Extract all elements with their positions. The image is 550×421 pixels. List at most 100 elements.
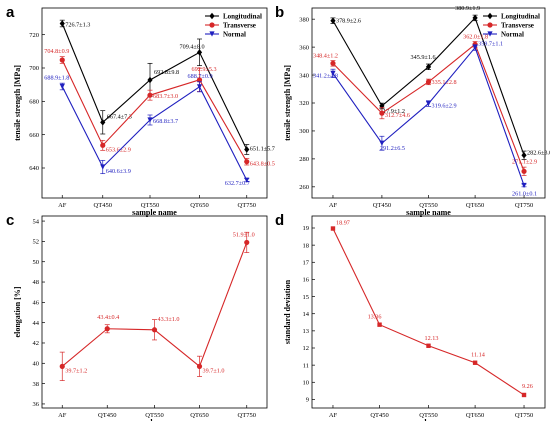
marker-diamond <box>472 14 478 22</box>
y-tick-label: 700 <box>29 65 39 72</box>
marker-triangle <box>521 182 527 189</box>
y-tick-label: 340 <box>299 72 309 79</box>
marker-circle <box>425 79 432 85</box>
y-tick-label: 19 <box>303 225 310 232</box>
y-tick-label: 640 <box>29 165 39 172</box>
y-tick-label: 720 <box>29 32 39 39</box>
data-label: 18.97 <box>336 220 350 227</box>
x-tick-label: AF <box>329 412 338 419</box>
plot-frame <box>41 215 268 409</box>
marker-circle <box>209 22 215 28</box>
x-tick-label: QT650 <box>466 412 484 419</box>
marker-square <box>377 322 382 327</box>
y-tick-label: 680 <box>29 99 39 106</box>
series-line-main <box>332 228 525 396</box>
marker-triangle <box>100 164 106 170</box>
marker-triangle <box>472 44 478 51</box>
data-label: 692.8±9.8 <box>154 69 179 76</box>
y-tick-label: 16 <box>303 277 310 284</box>
marker-circle <box>196 363 203 369</box>
marker-circle <box>147 92 153 98</box>
y-tick-label: 36 <box>33 401 40 408</box>
marker-triangle <box>196 84 203 90</box>
marker-triangle <box>59 83 65 90</box>
panel-c: c 36 38 40 42 44 46 48 50 52 54 AF QT450 QT550 QT650 QT… <box>6 212 268 421</box>
data-label: 317.9±1.2 <box>380 108 405 115</box>
data-label: 11.14 <box>471 352 485 359</box>
y-tick-label: 44 <box>33 320 40 327</box>
data-label: 312.7±4.6 <box>385 112 410 119</box>
x-axis-title: sample name <box>406 418 451 421</box>
y-tick-label: 660 <box>29 132 39 139</box>
x-tick-label: QT650 <box>190 202 208 209</box>
data-label: 726.7±1.3 <box>65 22 90 29</box>
series-line-transverse <box>332 43 525 172</box>
x-tick-label: AF <box>58 412 67 419</box>
marker-diamond <box>487 12 493 20</box>
y-tick-label: 320 <box>299 100 309 107</box>
y-tick-label: 15 <box>303 294 310 301</box>
marker-circle <box>104 326 110 332</box>
marker-triangle <box>330 70 336 76</box>
data-label: 653.6±2.9 <box>106 146 131 153</box>
data-label: 43.3±1.0 <box>158 316 180 323</box>
series-line-main <box>61 242 248 368</box>
legend-label: Transverse <box>223 22 256 30</box>
data-label: 359.7±1.1 <box>478 41 503 48</box>
y-tick-label: 40 <box>33 361 40 368</box>
marker-diamond <box>379 102 385 110</box>
y-tick-label: 380 <box>299 16 309 23</box>
panel-letter-b: b <box>275 4 284 21</box>
marker-triangle <box>425 100 432 107</box>
x-tick-label: QT750 <box>515 412 533 419</box>
data-label: 282.6±3.0 <box>527 149 550 156</box>
series-line-normal <box>61 86 248 181</box>
y-tick-label: 38 <box>33 381 40 388</box>
x-axis-title: sample name <box>406 208 451 217</box>
marker-diamond <box>425 63 432 71</box>
data-label: 345.9±1.6 <box>411 54 436 61</box>
marker-triangle <box>379 140 385 146</box>
marker-circle <box>379 110 385 116</box>
marker-circle <box>151 327 158 333</box>
data-label: 9.26 <box>522 383 533 390</box>
marker-diamond <box>147 76 153 84</box>
marker-circle <box>59 57 65 63</box>
marker-circle <box>244 239 250 246</box>
marker-circle <box>521 168 527 174</box>
panel-b: b 260 280 300 320 340 360 380 AF QT450 QT550 QT650 Q… <box>275 4 550 217</box>
y-tick-label: 280 <box>299 156 309 163</box>
data-label: 335.1±2.8 <box>432 79 457 86</box>
marker-square <box>330 226 336 231</box>
data-label: 271.1±2.9 <box>512 158 537 165</box>
data-label: 704.8±0.9 <box>44 48 69 55</box>
data-label: 692.9±5.3 <box>192 66 217 73</box>
data-label: 341.2±4.8 <box>313 72 338 79</box>
data-label: 688.7±0.9 <box>188 73 213 80</box>
data-label: 43.4±0.4 <box>97 314 119 321</box>
legend-label: Normal <box>223 31 246 39</box>
data-label: 651.1±5.7 <box>250 146 275 153</box>
series-line-longitudinal <box>61 23 248 150</box>
marker-circle <box>330 60 336 66</box>
data-label: 261.0±0.1 <box>512 190 537 197</box>
x-tick-label: QT550 <box>419 202 437 209</box>
y-tick-label: 11 <box>303 362 309 369</box>
x-axis-title: sample name <box>132 208 177 217</box>
x-tick-label: QT750 <box>238 202 256 209</box>
x-tick-label: QT650 <box>466 202 484 209</box>
y-axis-title: tensile strength [MPa] <box>13 65 22 141</box>
panel-d: d 9 10 11 12 13 14 15 16 17 18 19 AF QT450 QT550 QT650 Q… <box>275 212 546 421</box>
panel-letter-a: a <box>6 4 15 21</box>
x-tick-label: QT450 <box>373 202 391 209</box>
x-tick-label: QT450 <box>98 412 116 419</box>
x-tick-label: AF <box>58 202 67 209</box>
panel-letter-d: d <box>275 212 284 229</box>
data-label: 319.6±2.9 <box>432 103 457 110</box>
data-label: 667.4±7.3 <box>107 113 132 120</box>
marker-diamond <box>196 49 203 56</box>
plot-frame <box>41 7 268 199</box>
x-tick-label: QT550 <box>419 412 437 419</box>
legend-label: Longitudinal <box>501 13 540 21</box>
